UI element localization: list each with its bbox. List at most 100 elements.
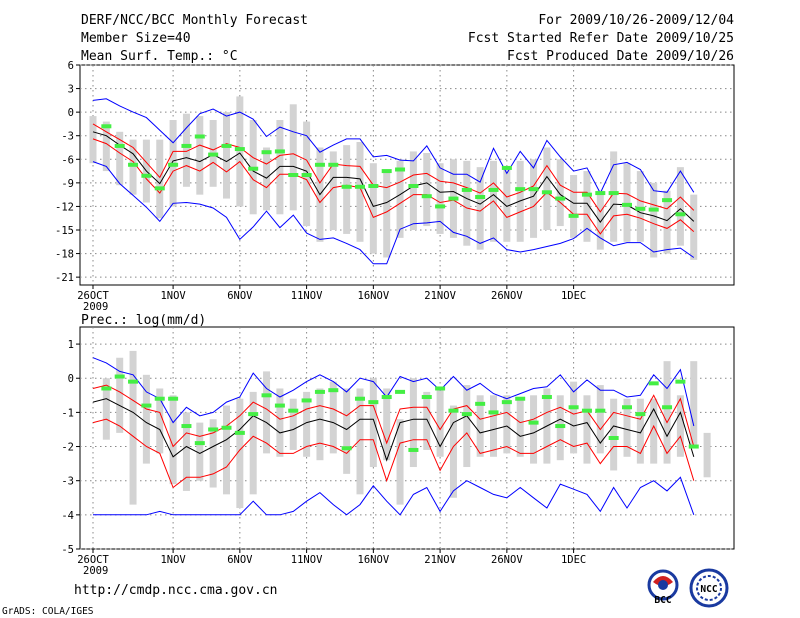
precip-x-tick-label: 1NOV (160, 554, 186, 566)
precip-spread-box (436, 388, 444, 457)
temp-spread-box (356, 142, 364, 242)
precip-spread-box (636, 398, 644, 464)
temp-x-tick-label: 1DEC (561, 290, 586, 302)
bcc-logo-text: BCC (654, 595, 671, 606)
temp-marker (648, 207, 659, 212)
precip-spread-box (383, 388, 391, 461)
precip-marker (688, 444, 699, 449)
precip-spread-box (663, 361, 671, 464)
temp-x-tick-label: 26NOV (491, 290, 523, 302)
precip-spread-box (223, 405, 230, 495)
precip-spread-box (690, 361, 698, 447)
precip-marker (541, 395, 552, 400)
precip-spread-box (343, 388, 351, 474)
temp-marker (435, 204, 446, 209)
precip-marker (568, 405, 579, 410)
temp-marker (608, 191, 619, 196)
precip-spread-box (396, 419, 404, 505)
temp-y-tick-label: -18 (55, 249, 74, 261)
temp-spread-box (543, 147, 551, 230)
precip-x-tick-label: 26OCT (77, 554, 109, 566)
precip-spread-box (116, 357, 124, 433)
precip-marker (168, 396, 179, 401)
precip-spread-box (676, 395, 684, 457)
precip-marker (488, 410, 499, 415)
precip-marker (581, 408, 592, 413)
temp-x-tick-label: 11NOV (291, 290, 323, 302)
precip-marker (662, 405, 673, 410)
precip-spread-box (169, 395, 177, 485)
temp-marker (528, 187, 539, 192)
precip-marker (381, 395, 392, 400)
precip-marker (515, 396, 526, 401)
precip-spread-box (610, 398, 618, 471)
temp-y-tick-label: 3 (68, 84, 74, 96)
precip-marker (595, 408, 606, 413)
temp-spread-box (503, 168, 511, 242)
temp-spread-box (623, 163, 631, 242)
temp-spread-box (463, 160, 471, 246)
temp-x-tick-label: 16NOV (358, 290, 390, 302)
precip-marker (675, 379, 686, 384)
temp-marker (328, 162, 339, 167)
precip-spread-box (209, 419, 217, 488)
forecast-period: For 2009/10/26-2009/12/04 (538, 13, 734, 28)
temp-marker (368, 184, 379, 188)
temp-marker (301, 173, 312, 177)
temp-spread-box (102, 121, 110, 172)
precip-x-tick-label: 6NOV (227, 554, 253, 566)
temp-y-tick-label: -12 (55, 201, 74, 213)
precip-x-tick-label: 26NOV (491, 554, 523, 566)
precip-x-tick-label: 1DEC (561, 554, 586, 566)
temp-marker (501, 165, 512, 170)
temp-spread-box (690, 194, 698, 260)
precip-y-tick-label: 0 (68, 373, 74, 385)
precip-marker (301, 398, 312, 403)
precip-max-line (92, 357, 695, 427)
precip-marker (461, 412, 472, 417)
temp-x-tick-label: 26OCT (77, 290, 109, 302)
precip-marker (248, 412, 259, 417)
temp-spread-box (583, 171, 591, 242)
temp-marker (461, 187, 472, 192)
member-size-label: Member Size=40 (81, 31, 191, 46)
precip-spread-box (503, 395, 511, 454)
temp-marker (101, 124, 112, 129)
precip-spread-box (289, 398, 297, 450)
temp-spread-box (650, 182, 658, 258)
temp-spread-box (369, 163, 377, 254)
temp-mean-line (92, 131, 695, 223)
temp-spread-box (409, 151, 417, 230)
temp-marker (555, 196, 566, 201)
precip-y-tick-label: 1 (68, 339, 74, 351)
temp-marker (114, 143, 125, 148)
temp-spread-box (343, 145, 351, 234)
temp-spread-box (196, 116, 204, 195)
figure-title: DERF/NCC/BCC Monthly Forecast (81, 13, 308, 28)
precip-spread-box (196, 422, 204, 481)
precip-spread-box (570, 381, 578, 454)
precip-marker (141, 403, 152, 408)
temp-marker (181, 143, 192, 148)
temp-y-tick-label: -21 (55, 272, 74, 284)
precip-plot-frame (79, 326, 735, 550)
temp-spread-box (423, 153, 431, 227)
precip-spread-box (369, 378, 377, 468)
temp-marker (221, 143, 232, 148)
precip-marker (274, 403, 285, 408)
temp-x-year-label: 2009 (83, 301, 108, 313)
temp-marker (128, 162, 139, 167)
precip-marker (622, 405, 632, 410)
temp-spread-box (236, 96, 244, 207)
temp-spread-box (476, 167, 484, 250)
temp-spread-box (676, 167, 684, 246)
precip-x-tick-label: 11NOV (291, 554, 323, 566)
precip-mean-line (92, 398, 695, 462)
temp-spread-box (596, 190, 604, 250)
temp-marker (541, 190, 552, 195)
precip-spread-box (303, 391, 311, 457)
temp-spread-box (636, 171, 644, 242)
temp-max-line (92, 98, 695, 195)
